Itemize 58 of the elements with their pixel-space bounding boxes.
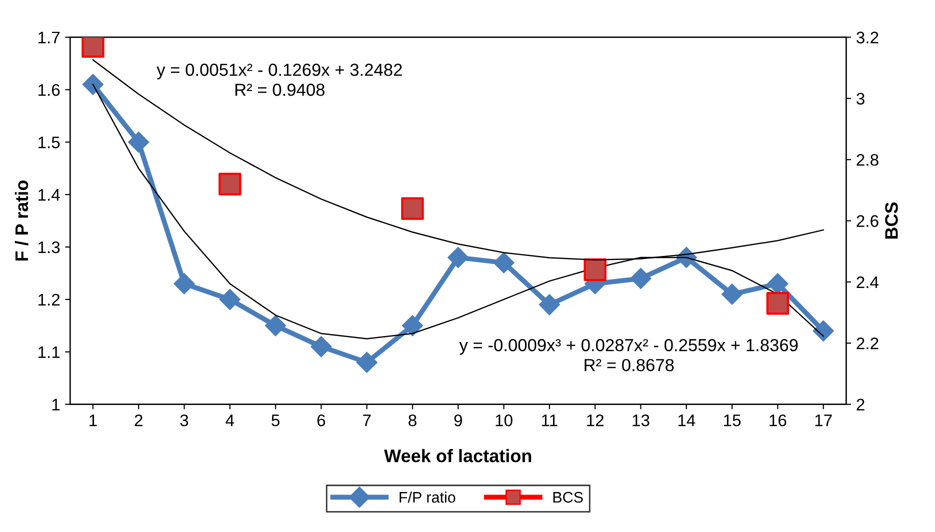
- y-tick-label: 1.7: [38, 32, 60, 44]
- point: [722, 284, 743, 305]
- y-tick-label: 1: [52, 398, 60, 410]
- x-tick-label: 4: [226, 414, 234, 426]
- legend-label: BCS: [553, 492, 583, 503]
- point: [310, 336, 332, 358]
- point: [82, 74, 104, 95]
- x-tick-label: 6: [317, 414, 326, 426]
- y2-tick-label: 3: [856, 92, 864, 105]
- x-axis-title: Week of lactation: [384, 449, 532, 462]
- point: [128, 132, 150, 153]
- y2-tick-label: 2: [856, 398, 864, 410]
- y-tick-label: 1.5: [38, 136, 60, 148]
- x-tick-label: 16: [770, 414, 786, 426]
- y2-tick-label: 2.6: [856, 215, 878, 227]
- y2-tick-label: 2.4: [856, 276, 879, 288]
- point: [401, 197, 424, 220]
- y-tick-label: 1.3: [38, 241, 60, 254]
- y2-tick-label: 2.2: [856, 338, 878, 350]
- y-tick-label: 1.4: [38, 189, 60, 201]
- y-tick-label: 1.6: [38, 84, 60, 96]
- y-axis-title: F / P ratio: [14, 180, 28, 261]
- x-tick-label: 2: [134, 414, 142, 426]
- y-tick-label: 1.1: [38, 346, 60, 358]
- point: [219, 288, 240, 310]
- x-tick-label: 3: [180, 414, 188, 426]
- point: [356, 352, 378, 373]
- legend-label: F/P ratio: [400, 491, 456, 503]
- x-tick-label: 10: [496, 414, 512, 426]
- x-tick-label: 15: [724, 414, 741, 426]
- point: [402, 315, 424, 336]
- x-tick-label: 11: [542, 414, 558, 426]
- point: [812, 320, 834, 342]
- point: [174, 273, 195, 294]
- x-tick-label: 5: [272, 414, 280, 426]
- y-tick-label: 1.2: [38, 294, 60, 306]
- annotation: y = 0.0051x² - 0.1269x + 3.2482 R² = 0.9408: [156, 64, 402, 96]
- point: [218, 172, 242, 196]
- x-tick-label: 13: [632, 414, 650, 426]
- y2-tick-label: 3.2: [856, 32, 878, 44]
- point: [584, 258, 606, 282]
- x-tick-label: 17: [815, 414, 832, 426]
- point: [265, 315, 286, 336]
- y2-tick-label: 2.8: [856, 154, 878, 166]
- point: [493, 252, 514, 274]
- x-tick-label: 8: [408, 414, 416, 426]
- point: [82, 37, 104, 58]
- point: [630, 268, 652, 289]
- annotation: y = -0.0009x³ + 0.0287x² - 0.2559x + 1.8369 R² = 0.8678: [459, 338, 798, 372]
- y2-axis-title: BCS: [885, 202, 898, 239]
- point: [448, 246, 469, 268]
- point: [766, 292, 790, 315]
- x-tick-label: 9: [454, 414, 462, 426]
- point: [538, 294, 560, 316]
- x-tick-label: 7: [363, 414, 371, 426]
- x-tick-label: 1: [90, 414, 97, 426]
- x-tick-label: 14: [678, 414, 696, 426]
- x-tick-label: 12: [587, 414, 604, 426]
